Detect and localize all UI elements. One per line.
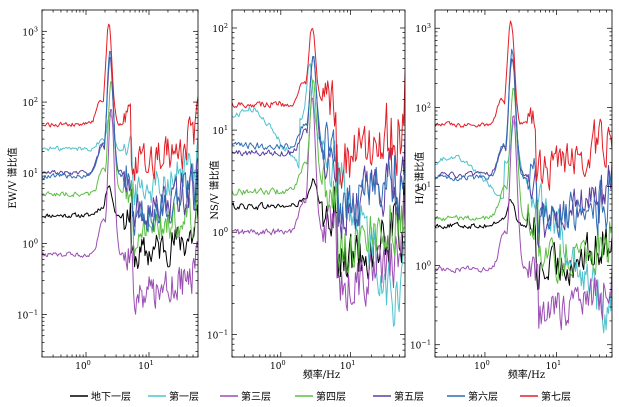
y-tick-label: 10−1	[410, 339, 431, 352]
x-tick-label: 101	[138, 359, 154, 372]
y-axis-label: NS/V 谱比值	[208, 160, 221, 219]
y-tick-label: 102	[22, 96, 38, 109]
series-line-第六层	[435, 48, 612, 238]
y-axis: 10−1 100 101 102 103	[17, 9, 198, 352]
series-line-第五层	[42, 56, 198, 231]
series-group	[232, 28, 405, 327]
y-tick-label: 101	[212, 124, 228, 137]
x-tick-label: 101	[340, 359, 356, 372]
series-line-第四层	[435, 88, 612, 284]
legend-label: 第三层	[241, 390, 271, 403]
y-axis-label: H/V 谱比值	[413, 152, 426, 205]
y-tick-label: 10−1	[207, 328, 228, 341]
legend-label: 地下一层	[91, 390, 131, 403]
x-tick-label: 100	[75, 359, 91, 372]
y-axis: 10−1 100 101 102 103	[410, 22, 612, 358]
series-line-第四层	[42, 81, 198, 254]
legend-item: 地下一层	[70, 390, 131, 403]
legend-item: 第七层	[520, 390, 571, 403]
y-tick-label: 101	[415, 180, 431, 193]
x-tick-label: 100	[270, 359, 286, 372]
legend-label: 第六层	[468, 390, 498, 403]
y-tick-label: 100	[22, 238, 38, 251]
x-axis: 100 101	[434, 10, 613, 372]
series-line-第六层	[232, 55, 405, 227]
x-axis-label: 频率/Hz	[508, 368, 545, 381]
y-tick-label: 103	[415, 22, 431, 35]
legend-item: 第六层	[447, 390, 498, 403]
series-line-第七层	[232, 28, 405, 189]
y-axis: 10−1 100 101 102	[207, 22, 405, 358]
axes-frame	[434, 9, 613, 358]
legend-item: 第四层	[295, 390, 346, 403]
legend-label: 第一层	[169, 390, 199, 403]
series-line-第一层	[435, 119, 612, 334]
legend-label: 第五层	[394, 390, 424, 403]
series-line-第六层	[42, 50, 198, 236]
series-line-第四层	[232, 79, 405, 274]
series-line-第七层	[42, 23, 198, 181]
x-axis: 100 101	[41, 10, 199, 372]
series-group	[435, 20, 612, 334]
y-tick-label: 100	[212, 226, 228, 239]
series-line-第三层	[435, 115, 612, 331]
series-group	[42, 23, 198, 315]
series-line-地下一层	[435, 199, 612, 291]
series-line-第七层	[435, 20, 612, 191]
x-tick-label: 100	[474, 359, 490, 372]
series-line-第五层	[232, 56, 405, 240]
legend-label: 第七层	[541, 390, 571, 403]
y-tick-label: 100	[415, 260, 431, 273]
y-axis-label: EW/V 谱比值	[6, 147, 19, 208]
legend-item: 第三层	[220, 390, 271, 403]
legend-label: 第四层	[316, 390, 346, 403]
y-tick-label: 10−1	[17, 308, 38, 321]
legend-item: 第五层	[373, 390, 424, 403]
series-line-第三层	[42, 109, 198, 315]
series-line-地下一层	[42, 185, 198, 269]
axes-frame	[231, 9, 406, 358]
x-axis: 100 101	[231, 10, 406, 372]
x-axis-label: 频率/Hz	[303, 368, 340, 381]
y-tick-label: 103	[22, 25, 38, 38]
y-tick-label: 102	[212, 22, 228, 35]
series-line-第三层	[232, 97, 405, 312]
y-tick-label: 102	[415, 101, 431, 114]
x-tick-label: 101	[546, 359, 562, 372]
legend-item: 第一层	[148, 390, 199, 403]
series-line-第一层	[42, 111, 198, 206]
y-tick-label: 101	[22, 167, 38, 180]
legend: 地下一层 第一层 第三层 第四层 第五层 第六层 第七层	[70, 390, 571, 403]
